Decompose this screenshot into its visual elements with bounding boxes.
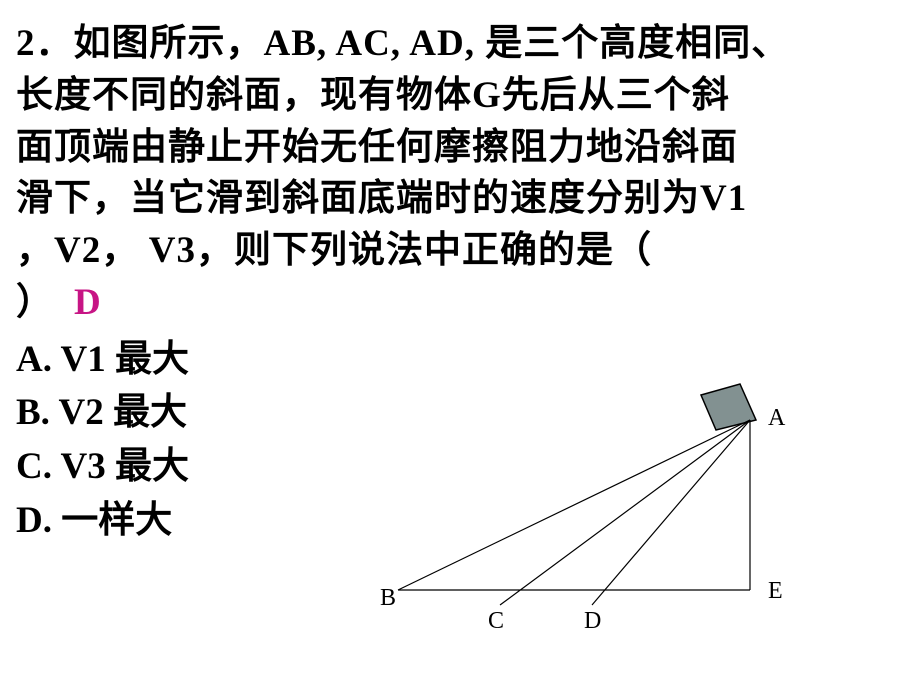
line-ad — [592, 420, 750, 605]
label-c: C — [488, 608, 504, 634]
diagram-svg: A B C D E — [380, 380, 820, 640]
question-block: 2．如图所示，AB, AC, AD, 是三个高度相同、 长度不同的斜面，现有物体… — [0, 0, 920, 329]
label-d: D — [584, 608, 601, 634]
line-ac — [500, 420, 750, 605]
label-b: B — [380, 585, 396, 611]
physics-diagram: A B C D E — [380, 380, 820, 640]
question-line-3: 面顶端由静止开始无任何摩擦阻力地沿斜面 — [16, 127, 738, 168]
answer-letter: D — [74, 282, 102, 323]
question-line-1: 如图所示，AB, AC, AD, 是三个高度相同、 — [74, 23, 790, 64]
question-line-2: 长度不同的斜面，现有物体G先后从三个斜 — [16, 75, 730, 116]
label-e: E — [768, 578, 783, 604]
question-line-6: ） — [16, 282, 54, 323]
label-a: A — [768, 405, 786, 431]
question-line-4: 滑下，当它滑到斜面底端时的速度分别为V1 — [16, 178, 747, 219]
question-number: 2． — [16, 23, 74, 64]
question-line-5: ，V2， V3，则下列说法中正确的是（ — [16, 230, 652, 271]
option-a: A. V1 最大 — [16, 333, 904, 387]
line-ab — [398, 420, 750, 590]
